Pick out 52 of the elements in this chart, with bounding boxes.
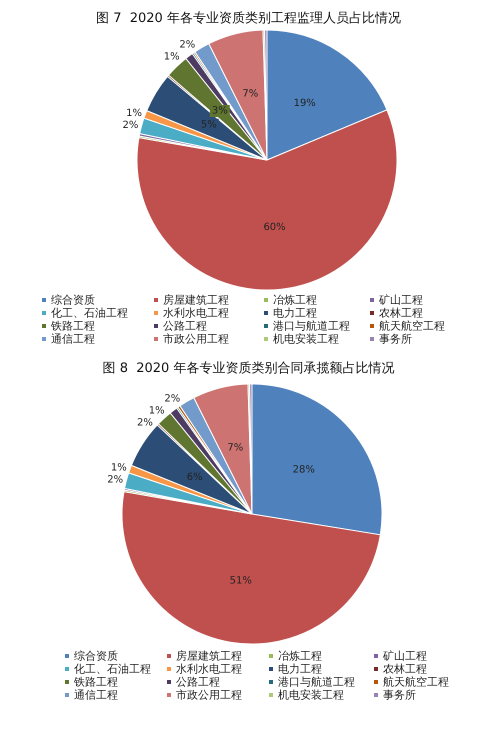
legend-label: 机电安装工程 xyxy=(278,688,344,702)
legend-label: 化工、石油工程 xyxy=(74,662,151,676)
legend-label: 港口与航道工程 xyxy=(273,320,350,332)
data-label: 1% xyxy=(110,462,127,474)
legend-label: 港口与航道工程 xyxy=(278,676,355,688)
data-label: 51% xyxy=(230,576,252,587)
legend-label: 水利水电工程 xyxy=(176,662,242,676)
data-label: 1% xyxy=(164,51,180,62)
legend-label: 房屋建筑工程 xyxy=(176,650,242,662)
legend-label: 市政公用工程 xyxy=(176,688,242,702)
data-label: 19% xyxy=(294,98,316,109)
legend-label: 公路工程 xyxy=(176,676,220,688)
legend-label: 房屋建筑工程 xyxy=(163,294,229,306)
data-label: 2% xyxy=(122,120,138,131)
legend-label: 电力工程 xyxy=(273,306,317,320)
data-label: 2% xyxy=(179,39,196,50)
data-label: 5% xyxy=(200,119,217,130)
legend-label: 机电安装工程 xyxy=(273,332,339,346)
legend-label: 矿山工程 xyxy=(382,650,427,662)
data-label: 7% xyxy=(227,442,244,454)
data-label: 2% xyxy=(164,393,180,404)
chart-title: 图 8 2020 年各专业资质类别合同承揽额占比情况 xyxy=(102,361,394,376)
legend-label: 公路工程 xyxy=(163,320,207,332)
data-label: 60% xyxy=(263,222,286,234)
data-label: 1% xyxy=(148,405,165,416)
legend-label: 市政公用工程 xyxy=(163,332,229,346)
legend-label: 矿山工程 xyxy=(378,294,423,306)
legend-label: 通信工程 xyxy=(74,688,118,702)
legend-label: 铁路工程 xyxy=(73,676,118,688)
legend-label: 航天航空工程 xyxy=(383,676,449,688)
legend-label: 化工、石油工程 xyxy=(51,306,128,320)
legend-label: 通信工程 xyxy=(51,332,95,346)
legend-label: 综合资质 xyxy=(51,294,95,306)
data-label: 3% xyxy=(212,106,228,117)
legend-label: 冶炼工程 xyxy=(273,294,317,306)
legend-label: 农林工程 xyxy=(383,662,427,676)
legend-label: 铁路工程 xyxy=(50,320,95,332)
chart-title: 图 7 2020 年各专业资质类别工程监理人员占比情况 xyxy=(96,11,401,26)
legend-label: 水利水电工程 xyxy=(163,306,229,320)
legend-label: 电力工程 xyxy=(278,662,322,676)
data-label: 1% xyxy=(126,108,142,119)
legend-label: 事务所 xyxy=(379,332,412,346)
data-label: 7% xyxy=(242,88,258,100)
data-label: 28% xyxy=(292,464,315,476)
data-label: 6% xyxy=(186,472,203,483)
legend-label: 事务所 xyxy=(383,688,416,702)
data-label: 2% xyxy=(136,417,153,428)
legend-label: 航天航空工程 xyxy=(379,320,445,332)
legend-label: 农林工程 xyxy=(379,306,423,320)
legend-label: 冶炼工程 xyxy=(278,650,322,662)
data-label: 2% xyxy=(107,474,124,486)
legend-label: 综合资质 xyxy=(74,650,118,662)
